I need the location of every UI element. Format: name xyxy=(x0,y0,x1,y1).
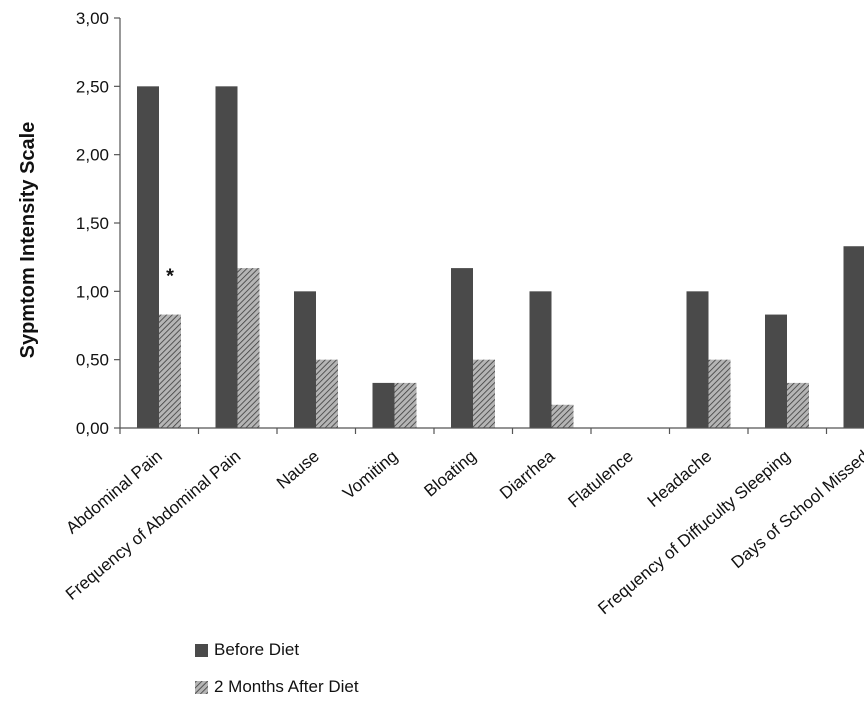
legend-swatch xyxy=(195,644,208,657)
y-tick-label: 1,00 xyxy=(76,282,109,301)
significance-marker: * xyxy=(166,266,174,288)
bar-after-diet xyxy=(551,404,574,428)
y-axis-title: Sypmtom Intensity Scale xyxy=(17,122,39,359)
y-tick-label: 3,00 xyxy=(76,9,109,28)
bar-before-diet xyxy=(686,291,709,428)
y-axis: 0,00 0,50 1,00 1,50 2,00 2,50 3,00 xyxy=(76,9,121,438)
legend-swatch xyxy=(195,681,208,694)
legend: Before Diet 2 Months After Diet xyxy=(195,640,359,696)
y-tick-label: 2,50 xyxy=(76,77,109,96)
bar-after-diet xyxy=(787,382,809,428)
bar-after-diet xyxy=(316,359,338,428)
bar-before-diet xyxy=(843,246,864,428)
y-tick-label: 2,00 xyxy=(76,146,109,165)
x-tick-label: Nause xyxy=(273,447,323,493)
x-tick-label: Days of School Missed xyxy=(728,447,864,573)
bar-before-diet xyxy=(451,268,473,428)
y-tick-label: 0,50 xyxy=(76,351,109,370)
bar-before-diet xyxy=(765,314,787,428)
y-tick-label: 0,00 xyxy=(76,419,109,438)
bar-before-diet xyxy=(372,382,395,428)
x-tick-label: Vomiting xyxy=(339,447,401,503)
x-tick-label: Bloating xyxy=(421,447,480,501)
bars: * xyxy=(137,86,864,428)
bar-before-diet xyxy=(137,86,159,428)
x-tick-label: Diarrhea xyxy=(496,446,559,503)
y-tick-label: 1,50 xyxy=(76,214,109,233)
bar-after-diet xyxy=(394,382,417,428)
bar-after-diet xyxy=(473,359,495,428)
legend-label: 2 Months After Diet xyxy=(214,677,359,696)
legend-label: Before Diet xyxy=(214,640,299,659)
bar-before-diet xyxy=(215,86,238,428)
bar-before-diet xyxy=(294,291,316,428)
x-tick-label: Flatulence xyxy=(565,447,637,512)
bar-before-diet xyxy=(529,291,552,428)
bar-after-diet xyxy=(237,268,260,428)
bar-after-diet xyxy=(708,359,731,428)
x-tick-label: Headache xyxy=(644,447,716,511)
bar-after-diet xyxy=(159,314,181,428)
